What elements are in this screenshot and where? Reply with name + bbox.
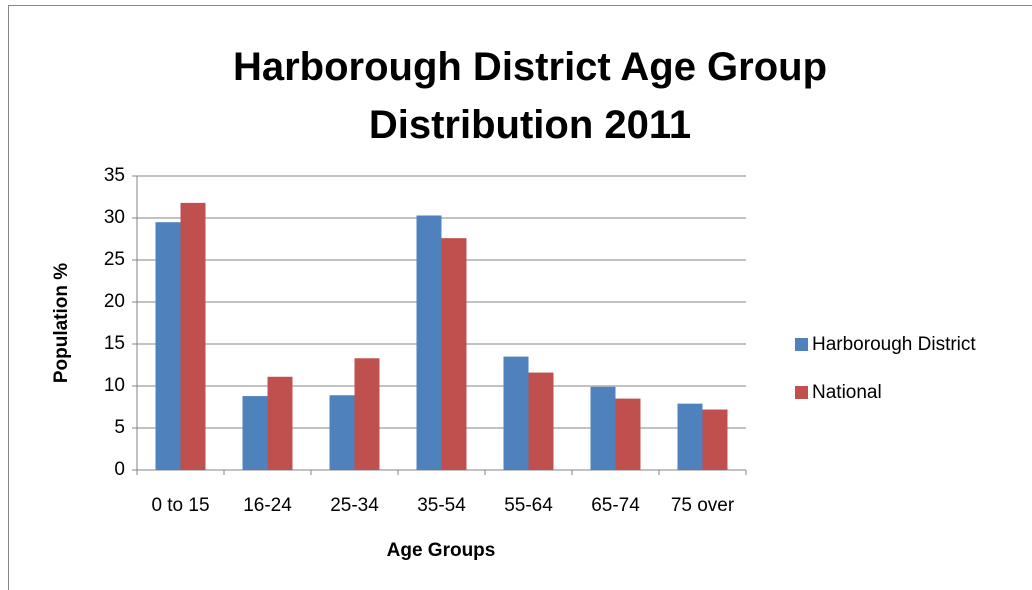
x-tick-label: 0 to 15 xyxy=(151,495,209,516)
bar xyxy=(702,409,728,470)
bar xyxy=(354,358,380,470)
y-tick-label: 5 xyxy=(114,417,125,438)
y-tick-label: 10 xyxy=(104,375,125,396)
bar xyxy=(503,356,529,470)
y-tick-label: 30 xyxy=(104,207,125,228)
chart-border xyxy=(8,5,1032,590)
x-tick-label: 55-64 xyxy=(504,495,553,516)
y-tick-label: 15 xyxy=(104,333,125,354)
bar xyxy=(329,395,355,470)
bar xyxy=(590,386,616,470)
bar xyxy=(441,238,467,470)
legend-swatch xyxy=(795,338,808,351)
x-tick-label: 65-74 xyxy=(591,495,640,516)
legend-label: Harborough District xyxy=(812,334,976,355)
x-tick-label: 25-34 xyxy=(330,495,379,516)
bar xyxy=(180,202,206,470)
bar xyxy=(615,398,641,470)
y-tick-label: 25 xyxy=(104,249,125,270)
bar xyxy=(242,396,268,470)
y-tick-label: 0 xyxy=(114,459,125,480)
bar xyxy=(677,403,703,470)
x-tick-label: 16-24 xyxy=(243,495,292,516)
x-tick-label: 35-54 xyxy=(417,495,466,516)
y-tick-label: 20 xyxy=(104,291,125,312)
legend-swatch xyxy=(795,386,808,399)
y-tick-label: 35 xyxy=(104,165,125,186)
x-tick-label: 75 over xyxy=(671,495,735,516)
x-axis-label: Age Groups xyxy=(387,540,496,561)
bar xyxy=(528,372,554,470)
bar xyxy=(155,222,181,470)
bar xyxy=(267,376,293,470)
chart-title: Harborough District Age Group Distributi… xyxy=(232,45,828,147)
bar xyxy=(416,215,442,470)
y-axis-label: Population % xyxy=(51,263,72,383)
legend-label: National xyxy=(812,382,882,403)
